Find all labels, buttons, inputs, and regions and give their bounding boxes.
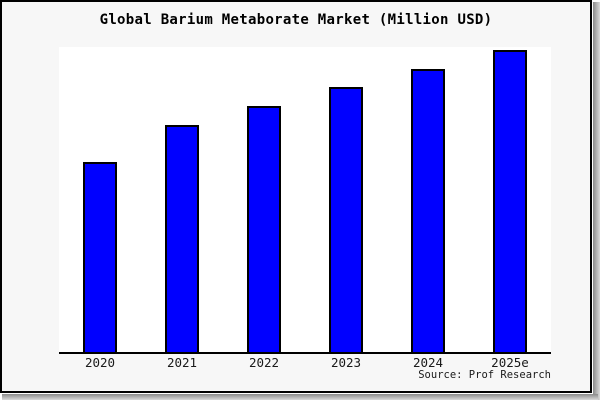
figure-shadow-right xyxy=(593,2,600,400)
bar-2023 xyxy=(329,86,363,352)
bar-group-2025e xyxy=(469,47,551,352)
chart-title: Global Barium Metaborate Market (Million… xyxy=(99,12,493,28)
bar-2025e xyxy=(493,49,527,352)
plot-area xyxy=(59,47,551,354)
x-tick-label-2025e: 2025e xyxy=(491,355,529,370)
source-note: Source: Prof Research xyxy=(418,369,551,381)
x-tick-label-2020: 2020 xyxy=(84,355,116,370)
x-tick-label-2023: 2023 xyxy=(330,355,362,370)
bar-group-2022 xyxy=(223,47,305,352)
x-tick-label-2022: 2022 xyxy=(248,355,280,370)
x-tick-label-2024: 2024 xyxy=(412,355,444,370)
bar-group-2021 xyxy=(141,47,223,352)
chart-figure: Global Barium Metaborate Market (Million… xyxy=(0,0,592,393)
x-tick-label-2021: 2021 xyxy=(166,355,198,370)
bar-group-2023 xyxy=(305,47,387,352)
bars-container xyxy=(59,47,551,352)
x-axis-tick-labels: 2020 2021 2022 2023 2024 2025e xyxy=(59,356,551,370)
bar-2020 xyxy=(83,162,117,352)
bar-2021 xyxy=(165,125,199,352)
bar-2022 xyxy=(247,105,281,352)
figure-shadow-bottom xyxy=(2,394,598,400)
bar-2024 xyxy=(411,69,445,352)
bar-group-2024 xyxy=(387,47,469,352)
bar-group-2020 xyxy=(59,47,141,352)
